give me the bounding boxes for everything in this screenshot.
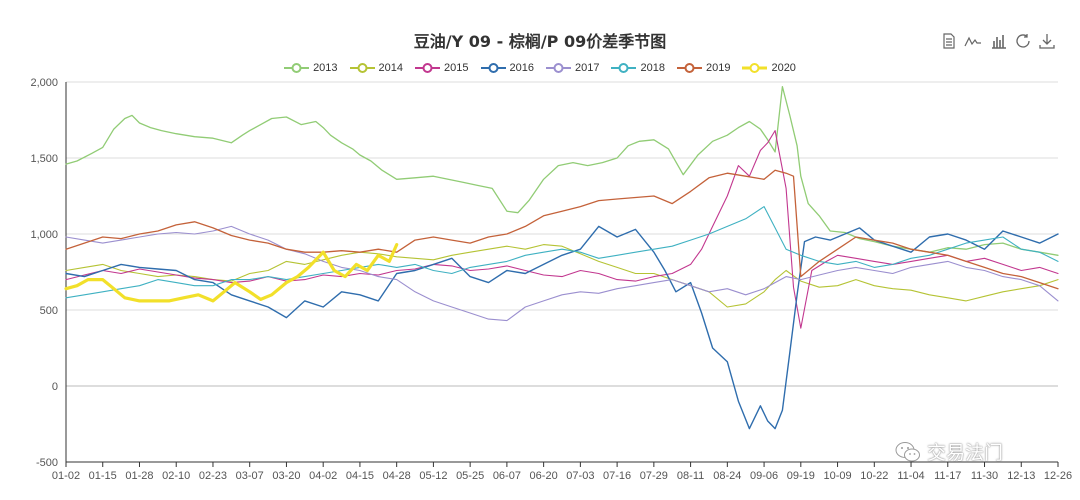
series-line-2020 [64, 243, 399, 303]
x-tick-label: 10-22 [860, 470, 888, 482]
x-tick-label: 04-02 [309, 470, 337, 482]
x-tick-label: 08-11 [677, 470, 704, 482]
x-tick-label: 12-26 [1044, 470, 1072, 482]
restore-icon[interactable] [1014, 32, 1032, 50]
chart-title: 豆油/Y 09 - 棕榈/P 09价差季节图 [413, 32, 667, 51]
legend-item-2013[interactable]: 2013 [284, 61, 338, 75]
x-tick-label: 01-15 [89, 470, 117, 482]
download-icon[interactable] [1038, 32, 1056, 50]
x-tick-label: 07-29 [640, 470, 668, 482]
y-tick-label: 2,000 [30, 77, 58, 89]
legend-label: 2014 [378, 62, 404, 74]
y-tick-label: 500 [40, 305, 58, 317]
x-tick-label: 06-20 [530, 470, 558, 482]
x-tick-label: 03-20 [272, 470, 300, 482]
legend-label: 2016 [509, 62, 534, 74]
x-tick-label: 03-07 [236, 470, 264, 482]
x-tick-label: 07-03 [566, 470, 594, 482]
legend-item-2020[interactable]: 2020 [742, 61, 796, 75]
legend-swatch [415, 63, 441, 73]
legend-swatch [480, 63, 506, 73]
series-line-2015 [65, 130, 1059, 329]
x-tick-label: 05-25 [456, 470, 484, 482]
x-tick-label: 08-24 [713, 470, 741, 482]
legend-swatch [611, 63, 637, 73]
series-line-2016 [65, 225, 1059, 430]
x-tick-label: 11-17 [934, 470, 961, 482]
x-tick-label: 11-04 [897, 470, 924, 482]
y-tick-label: 1,000 [30, 229, 58, 241]
legend-item-2014[interactable]: 2014 [349, 61, 404, 75]
legend-label: 2018 [640, 62, 665, 74]
x-tick-label: 09-19 [787, 470, 815, 482]
y-tick-label: 1,500 [30, 153, 58, 165]
legend-swatch [676, 63, 702, 73]
legend-label: 2017 [575, 62, 600, 74]
legend-swatch [284, 63, 310, 73]
x-tick-label: 04-28 [383, 470, 411, 482]
y-tick-label: 0 [52, 381, 58, 393]
bar-chart-icon[interactable] [990, 32, 1008, 50]
legend-swatch [349, 63, 375, 73]
x-tick-label: 05-12 [419, 470, 447, 482]
series-line-2013 [65, 85, 1059, 256]
wechat-icon [895, 441, 920, 461]
axes: -500 0 500 1,000 1,500 2,000 01-02 01-15 01-28 02… [30, 77, 1072, 482]
legend-item-2015[interactable]: 2015 [415, 61, 469, 75]
legend-label: 2020 [771, 62, 796, 74]
x-tick-label: 06-07 [493, 470, 521, 482]
legend-item-2019[interactable]: 2019 [676, 61, 731, 75]
legend-label: 2019 [705, 62, 731, 74]
x-tick-label: 04-15 [346, 470, 374, 482]
x-tick-label: 10-09 [823, 470, 851, 482]
x-tick-label: 09-06 [750, 470, 778, 482]
x-tick-label: 01-28 [125, 470, 153, 482]
legend-swatch [742, 63, 768, 73]
series-line-2019 [65, 169, 1059, 290]
series-lines [64, 85, 1059, 430]
series-line-2017 [65, 225, 1059, 322]
series-line-2018 [65, 206, 1059, 299]
x-tick-label: 07-16 [603, 470, 631, 482]
x-tick-label: 11-30 [971, 470, 998, 482]
chart-legend: 2013 2014 2015 2016 2017 2018 2019 2020 [0, 61, 1080, 75]
line-chart-icon[interactable] [964, 32, 982, 50]
x-tick-label: 01-02 [52, 470, 80, 482]
legend-label: 2013 [313, 62, 338, 74]
brand-watermark-text: 交易法门 [927, 442, 1004, 464]
legend-label: 2015 [444, 62, 469, 74]
legend-item-2016[interactable]: 2016 [480, 61, 534, 75]
brand-watermark: 交易法门 [895, 438, 1003, 465]
x-tick-label: 02-10 [162, 470, 190, 482]
x-tick-label: 02-23 [199, 470, 227, 482]
legend-item-2018[interactable]: 2018 [611, 61, 665, 75]
y-tick-label: -500 [36, 457, 58, 469]
legend-item-2017[interactable]: 2017 [546, 61, 599, 75]
data-view-icon[interactable] [940, 32, 958, 50]
legend-swatch [546, 63, 571, 73]
x-tick-label: 12-13 [1007, 470, 1035, 482]
